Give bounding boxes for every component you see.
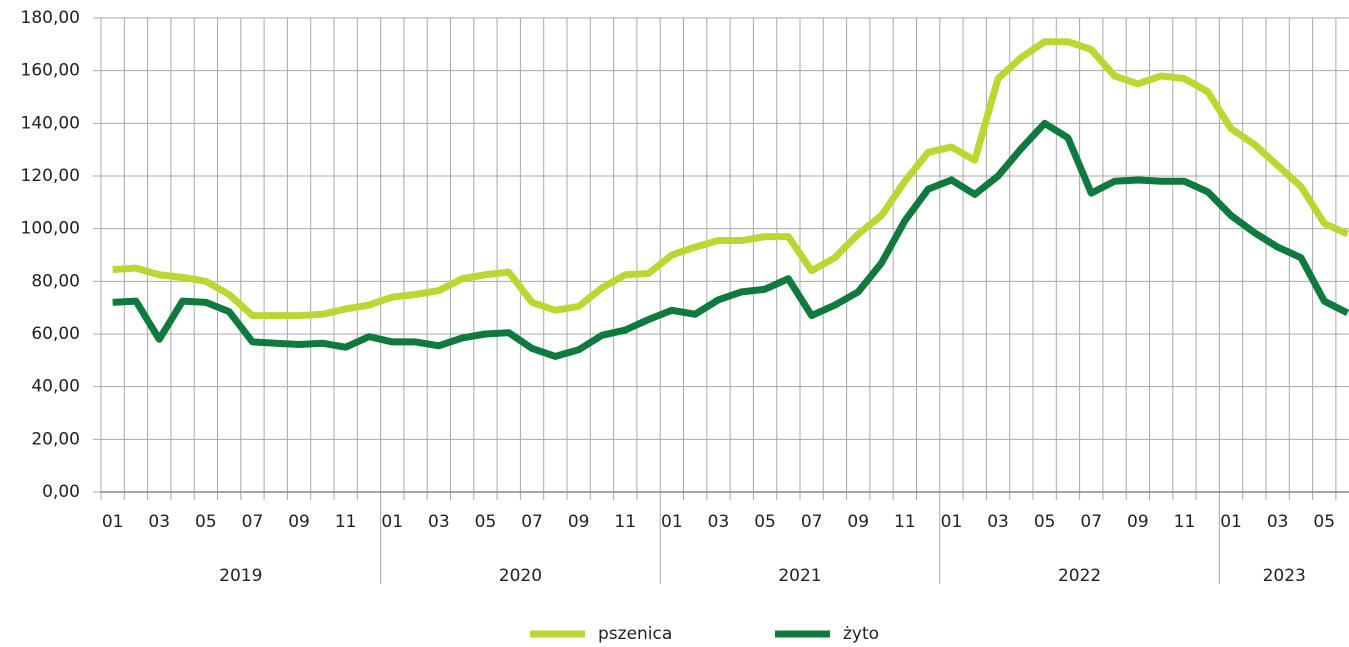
x-tick-label: 11 <box>335 512 357 532</box>
x-tick-label: 11 <box>894 512 916 532</box>
year-label: 2022 <box>1058 566 1101 586</box>
x-tick-label: 11 <box>1174 512 1196 532</box>
x-tick-label: 01 <box>381 512 403 532</box>
x-tick-label: 03 <box>428 512 450 532</box>
y-tick-label: 80,00 <box>31 271 80 291</box>
x-tick-label: 05 <box>475 512 497 532</box>
x-tick-label: 01 <box>661 512 683 532</box>
x-tick-label: 03 <box>708 512 730 532</box>
y-tick-label: 40,00 <box>31 377 80 397</box>
x-tick-label: 05 <box>195 512 217 532</box>
x-tick-label: 09 <box>847 512 869 532</box>
y-tick-label: 100,00 <box>21 219 80 239</box>
year-label: 2023 <box>1263 566 1306 586</box>
y-tick-label: 140,00 <box>21 113 80 133</box>
y-tick-label: 180,00 <box>21 8 80 28</box>
y-tick-label: 0,00 <box>42 482 80 502</box>
x-tick-label: 03 <box>148 512 170 532</box>
x-tick-label: 09 <box>288 512 310 532</box>
year-label: 2021 <box>778 566 821 586</box>
legend-label: żyto <box>843 624 879 644</box>
x-tick-label: 03 <box>1267 512 1289 532</box>
x-tick-label: 01 <box>102 512 124 532</box>
year-label: 2020 <box>499 566 542 586</box>
series-line <box>112 38 1349 320</box>
y-tick-label: 160,00 <box>21 61 80 81</box>
x-tick-label: 07 <box>1080 512 1102 532</box>
x-tick-label: 11 <box>614 512 636 532</box>
y-tick-label: 60,00 <box>31 324 80 344</box>
x-tick-label: 05 <box>1034 512 1056 532</box>
x-tick-label: 07 <box>801 512 823 532</box>
year-label: 2019 <box>219 566 262 586</box>
x-tick-label: 05 <box>1313 512 1335 532</box>
x-tick-label: 01 <box>1220 512 1242 532</box>
x-tick-label: 09 <box>1127 512 1149 532</box>
x-tick-label: 05 <box>754 512 776 532</box>
series-line <box>112 119 1349 360</box>
x-tick-label: 03 <box>987 512 1009 532</box>
x-tick-label: 09 <box>568 512 590 532</box>
legend-label: pszenica <box>598 624 672 644</box>
x-tick-label: 07 <box>521 512 543 532</box>
y-tick-label: 20,00 <box>31 429 80 449</box>
x-tick-label: 07 <box>242 512 264 532</box>
x-tick-label: 01 <box>941 512 963 532</box>
y-tick-label: 120,00 <box>21 166 80 186</box>
